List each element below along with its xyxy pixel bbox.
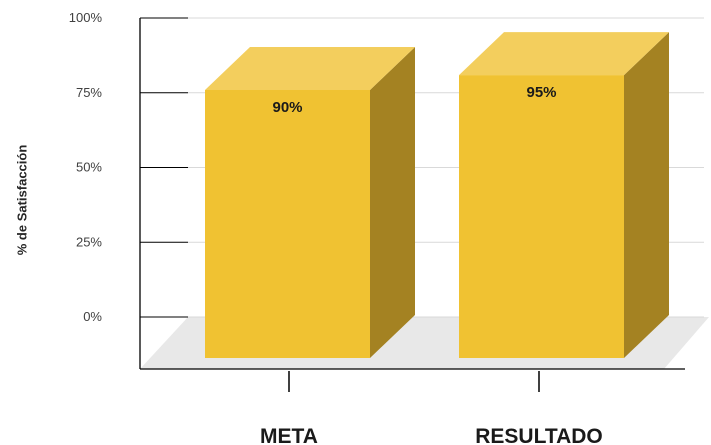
bars: 90% 95% <box>205 32 669 358</box>
axes <box>139 18 685 370</box>
bar-front-face <box>205 90 370 358</box>
bar-data-label: 95% <box>526 84 556 101</box>
y-tick-label: 0% <box>83 309 102 324</box>
bar-side-face <box>624 32 669 358</box>
bar-side-face <box>370 47 415 358</box>
y-tick-label: 50% <box>76 160 102 175</box>
y-axis-label: % de Satisfacción <box>14 145 29 256</box>
bar-resultado: 95% <box>459 32 669 358</box>
x-tick-label: RESULTADO <box>475 425 603 445</box>
y-tick-label: 100% <box>69 10 103 25</box>
y-tick-label: 25% <box>76 234 102 249</box>
y-axis-ticks: 0% 25% 50% 75% 100% <box>69 10 188 324</box>
x-axis-ticks: META RESULTADO <box>260 371 603 445</box>
x-tick-label: META <box>260 425 318 445</box>
bar-data-label: 90% <box>272 99 302 116</box>
bar-front-face <box>459 75 624 358</box>
bar-meta: 90% <box>205 47 415 358</box>
bar-top-face <box>205 47 415 90</box>
bar-top-face <box>459 32 669 76</box>
y-tick-label: 75% <box>76 85 102 100</box>
